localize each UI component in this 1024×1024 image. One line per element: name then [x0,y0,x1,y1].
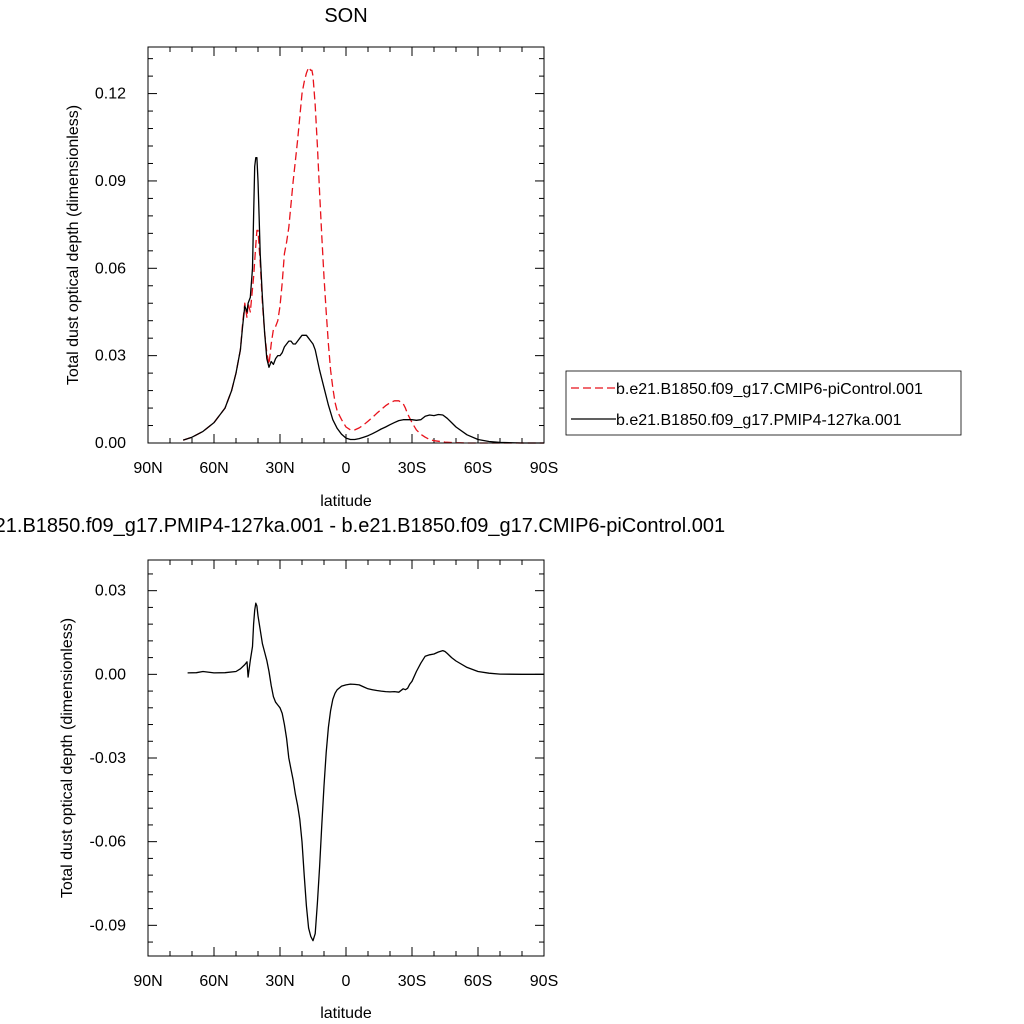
top-plot-frame [147,46,545,444]
x-tick-label: 30N [265,973,294,990]
top-chart-ticks: 90N 60N 30N 0 30S 60S 90S 0.00 0.03 0.06 0.09 0.12 [95,47,558,477]
x-tick-label: 30N [265,460,294,477]
x-tick-label: 60S [464,973,492,990]
x-tick-label: 90N [133,460,162,477]
bottom-chart-panel: b.e21.B1850.f09_g17.PMIP4-127ka.001 - b.… [0,515,725,1022]
y-tick-label: 0.03 [95,348,126,365]
series-line-1 [182,66,544,444]
bottom-chart-title: b.e21.B1850.f09_g17.PMIP4-127ka.001 - b.… [0,515,725,537]
y-tick-label: 0.00 [95,435,126,452]
top-chart-title: SON [324,5,367,27]
x-tick-label: 0 [342,973,351,990]
bottom-plot-frame [147,559,545,957]
x-tick-label: 90S [530,973,558,990]
y-tick-label: 0.03 [95,583,126,600]
legend: b.e21.B1850.f09_g17.CMIP6-piControl.001 … [565,370,962,436]
y-tick-label: 0.09 [95,173,126,190]
y-tick-label: -0.03 [90,750,127,767]
y-tick-label: -0.06 [90,834,127,851]
top-chart-panel: SON 90N 60N 30N 0 30S 60S 90S 0.00 0.03 0.06 0.09 0… [65,5,558,510]
x-tick-label: 30S [398,460,426,477]
legend-label-127ka: b.e21.B1850.f09_g17.PMIP4-127ka.001 [616,412,902,429]
y-tick-label: 0.12 [95,86,126,103]
bottom-chart-ticks: 90N 60N 30N 0 30S 60S 90S 0.03 0.00 -0.03 -0.06 -0.… [90,560,558,990]
y-tick-label: -0.09 [90,917,127,934]
y-tick-label: 0.00 [95,666,126,683]
legend-box [565,370,962,436]
x-tick-label: 60S [464,460,492,477]
series-line-1 [187,602,544,942]
x-tick-label: 0 [342,460,351,477]
y-tick-label: 0.06 [95,260,126,277]
x-tick-label: 90N [133,973,162,990]
legend-label-picontrol: b.e21.B1850.f09_g17.CMIP6-piControl.001 [616,381,923,398]
top-chart-lines [182,66,544,444]
x-tick-label: 60N [199,973,228,990]
legend-item-picontrol: b.e21.B1850.f09_g17.CMIP6-piControl.001 [571,381,923,398]
series-line-2 [182,156,544,444]
legend-item-127ka: b.e21.B1850.f09_g17.PMIP4-127ka.001 [571,412,902,429]
x-tick-label: 90S [530,460,558,477]
x-tick-label: 60N [199,460,228,477]
top-y-axis-label: Total dust optical depth (dimensionless) [65,105,82,385]
bottom-x-axis-label: latitude [320,1005,372,1022]
x-tick-label: 30S [398,973,426,990]
bottom-y-axis-label: Total dust optical depth (dimensionless) [59,618,76,898]
bottom-chart-lines [187,602,544,942]
top-x-axis-label: latitude [320,493,372,510]
